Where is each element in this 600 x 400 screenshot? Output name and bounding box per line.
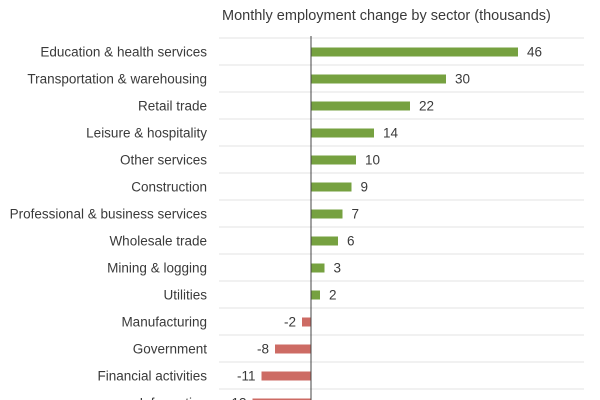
bar xyxy=(311,47,518,57)
category-label: Utilities xyxy=(163,288,207,303)
bar xyxy=(275,344,311,354)
value-label: 46 xyxy=(527,45,542,60)
value-label: 14 xyxy=(383,126,399,141)
value-label: 6 xyxy=(347,234,355,249)
bar xyxy=(252,398,311,400)
category-label: Information xyxy=(139,396,207,400)
bar xyxy=(311,236,338,246)
category-label: Wholesale trade xyxy=(109,234,207,249)
category-label: Transportation & warehousing xyxy=(27,72,207,87)
value-label: 9 xyxy=(361,180,369,195)
value-label: -2 xyxy=(284,315,296,330)
bar xyxy=(311,182,352,192)
value-label: -11 xyxy=(237,369,256,384)
category-label: Leisure & hospitality xyxy=(86,126,207,141)
bar xyxy=(261,371,311,381)
value-label: 2 xyxy=(329,288,337,303)
category-label: Retail trade xyxy=(138,99,207,114)
value-label: 7 xyxy=(352,207,360,222)
category-label: Professional & business services xyxy=(10,207,208,222)
bar xyxy=(302,317,311,327)
bar xyxy=(311,74,446,84)
value-label: 22 xyxy=(419,99,434,114)
bar xyxy=(311,290,320,300)
category-label: Mining & logging xyxy=(107,261,207,276)
category-label: Education & health services xyxy=(40,45,207,60)
category-label: Financial activities xyxy=(97,369,207,384)
bar xyxy=(311,209,343,219)
value-label: 10 xyxy=(365,153,380,168)
category-label: Other services xyxy=(120,153,207,168)
bar xyxy=(311,155,356,165)
value-label: 3 xyxy=(334,261,342,276)
bar xyxy=(311,101,410,111)
bar xyxy=(311,128,374,138)
category-label: Government xyxy=(133,342,208,357)
value-label: -8 xyxy=(257,342,269,357)
category-label: Manufacturing xyxy=(121,315,207,330)
value-label: 30 xyxy=(455,72,470,87)
chart-title: Monthly employment change by sector (tho… xyxy=(222,8,551,24)
value-label: -13 xyxy=(227,396,247,400)
category-label: Construction xyxy=(131,180,207,195)
bar xyxy=(311,263,325,273)
